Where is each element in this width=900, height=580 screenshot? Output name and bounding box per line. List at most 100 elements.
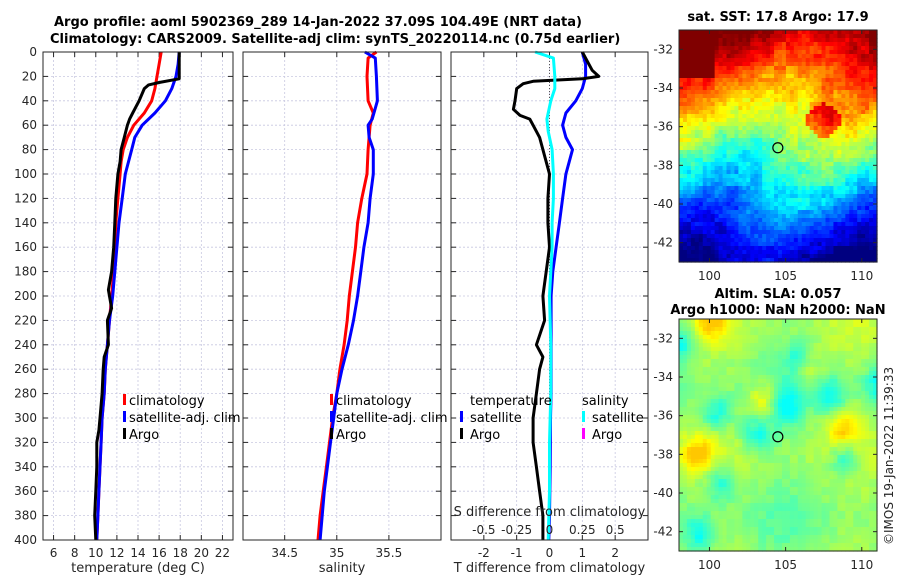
- y-tick-label: 280: [14, 387, 37, 401]
- y-tick-label: 80: [22, 143, 37, 157]
- x-tick-label: 20: [194, 546, 209, 560]
- y-tick-label: 40: [22, 94, 37, 108]
- x-tick-label: 100: [698, 558, 721, 572]
- legend-group-title: salinity: [582, 394, 629, 409]
- x-tick-label: 105: [774, 269, 797, 283]
- x-tick-label: 110: [850, 269, 873, 283]
- legend-entry: satellite: [592, 411, 644, 426]
- legend-swatch: [330, 411, 333, 422]
- legend-swatch: [582, 428, 585, 439]
- heatmap-cells: [679, 30, 878, 263]
- legend-swatch: [123, 394, 126, 405]
- salinity-panel: 34.5 35 35.5 salinity climatology satellite-a…: [242, 50, 448, 576]
- x-tick-label: 6: [50, 546, 58, 560]
- y-tick-label: -40: [653, 486, 673, 500]
- axes-frame: [450, 51, 649, 541]
- x-tick-label: 35.5: [376, 546, 403, 560]
- series-line-argo: [93, 52, 181, 541]
- y-tick-label: 380: [14, 509, 37, 523]
- series-line-satellite-adj-clim: [318, 50, 379, 541]
- y-tick-label: 0: [29, 45, 37, 59]
- x-tick-label: 110: [850, 558, 873, 572]
- y-tick-label: 160: [14, 240, 37, 254]
- heatmap-cells: [679, 319, 878, 552]
- legend-entry: Argo: [592, 428, 622, 443]
- x-axis-label: T difference from climatology: [453, 561, 646, 576]
- legend-swatch: [123, 428, 126, 439]
- y-tick-label: -38: [653, 447, 673, 461]
- y-tick-label: 320: [14, 435, 37, 449]
- y-tick-label: -32: [653, 331, 673, 345]
- legend-entry: Argo: [129, 428, 159, 443]
- y-tick-label: 260: [14, 362, 37, 376]
- figure-title-line1: Argo profile: aoml 5902369_289 14-Jan-20…: [54, 15, 582, 30]
- x-tick-label: 35: [329, 546, 344, 560]
- series-line-satellite-adj-clim: [95, 51, 181, 541]
- y-tick-label: 120: [14, 191, 37, 205]
- x-tick-label: 2: [611, 546, 619, 560]
- map-title-line2: Argo h1000: NaN h2000: NaN: [670, 303, 885, 318]
- series-line-s-satellite: [534, 50, 557, 541]
- x-tick-label: 34.5: [271, 546, 298, 560]
- figure-title-line2: Climatology: CARS2009. Satellite-adj cli…: [50, 32, 621, 47]
- difference-panel: -2 -1 0 1 2T difference from climatology temp…: [450, 50, 649, 576]
- y-tick-label: -36: [653, 120, 673, 134]
- legend-entry: Argo: [336, 428, 366, 443]
- map-frame: [678, 29, 878, 263]
- x-axis-label: salinity: [319, 561, 366, 576]
- x2-tick-label: 0: [546, 523, 554, 537]
- y-tick-label: -42: [653, 525, 673, 539]
- legend-entry: satellite: [470, 411, 522, 426]
- y-tick-label: 240: [14, 338, 37, 352]
- axes-frame: [42, 51, 234, 541]
- y-tick-label: 400: [14, 533, 37, 547]
- y-tick-label: 20: [22, 69, 37, 83]
- y-tick-label: 300: [14, 411, 37, 425]
- legend-entry: climatology: [129, 394, 205, 409]
- x-tick-label: 16: [151, 546, 166, 560]
- x2-tick-label: 0.5: [606, 523, 625, 537]
- y-tick-label: 340: [14, 460, 37, 474]
- legend-swatch: [460, 411, 463, 422]
- temperature-panel: 6 8 10 12 14 16 18 20 22020406080100120140160180…: [14, 45, 241, 576]
- x-tick-label: 12: [109, 546, 124, 560]
- argo-position-marker: [772, 142, 784, 154]
- sst-map-panel: 100 105 110 -32 -34 -36 -38 -40 -42 sat. SST: 17.…: [653, 10, 878, 283]
- x-tick-label: -1: [511, 546, 523, 560]
- y-tick-label: -36: [653, 409, 673, 423]
- x-tick-label: 8: [71, 546, 79, 560]
- y-tick-label: 200: [14, 289, 37, 303]
- legend-entry: satellite-adj. clim: [336, 411, 448, 426]
- legend-swatch: [460, 428, 463, 439]
- legend-entry: climatology: [336, 394, 412, 409]
- x-tick-label: 10: [88, 546, 103, 560]
- x2-tick-label: 0.25: [569, 523, 596, 537]
- y-tick-label: -42: [653, 236, 673, 250]
- x2-tick-label: -0.25: [501, 523, 532, 537]
- axes-frame: [242, 51, 442, 541]
- sla-map-panel: 100 105 110 -32 -34 -36 -38 -40 -42 Altim. SLA: 0…: [653, 287, 885, 572]
- x2-tick-label: -0.5: [472, 523, 495, 537]
- legend-swatch: [123, 411, 126, 422]
- x-tick-label: 14: [130, 546, 145, 560]
- y-tick-label: 180: [14, 265, 37, 279]
- y-tick-label: 100: [14, 167, 37, 181]
- argo-position-marker: [772, 431, 784, 443]
- legend-swatch: [582, 411, 585, 422]
- y-tick-label: -34: [653, 81, 673, 95]
- y-tick-label: -38: [653, 158, 673, 172]
- legend-swatch: [330, 394, 333, 405]
- y-tick-label: 60: [22, 118, 37, 132]
- y-tick-label: 220: [14, 313, 37, 327]
- y-tick-label: 360: [14, 484, 37, 498]
- legend-swatch: [330, 428, 333, 439]
- x-tick-label: 18: [173, 546, 188, 560]
- series-line-t-argo: [511, 51, 601, 540]
- x2-axis-label: S difference from climatology: [454, 505, 646, 520]
- map-title-line1: Altim. SLA: 0.057: [715, 287, 842, 302]
- x-tick-label: 1: [579, 546, 587, 560]
- legend-entry: satellite-adj. clim: [129, 411, 241, 426]
- map-frame: [678, 318, 878, 552]
- y-tick-label: -34: [653, 370, 673, 384]
